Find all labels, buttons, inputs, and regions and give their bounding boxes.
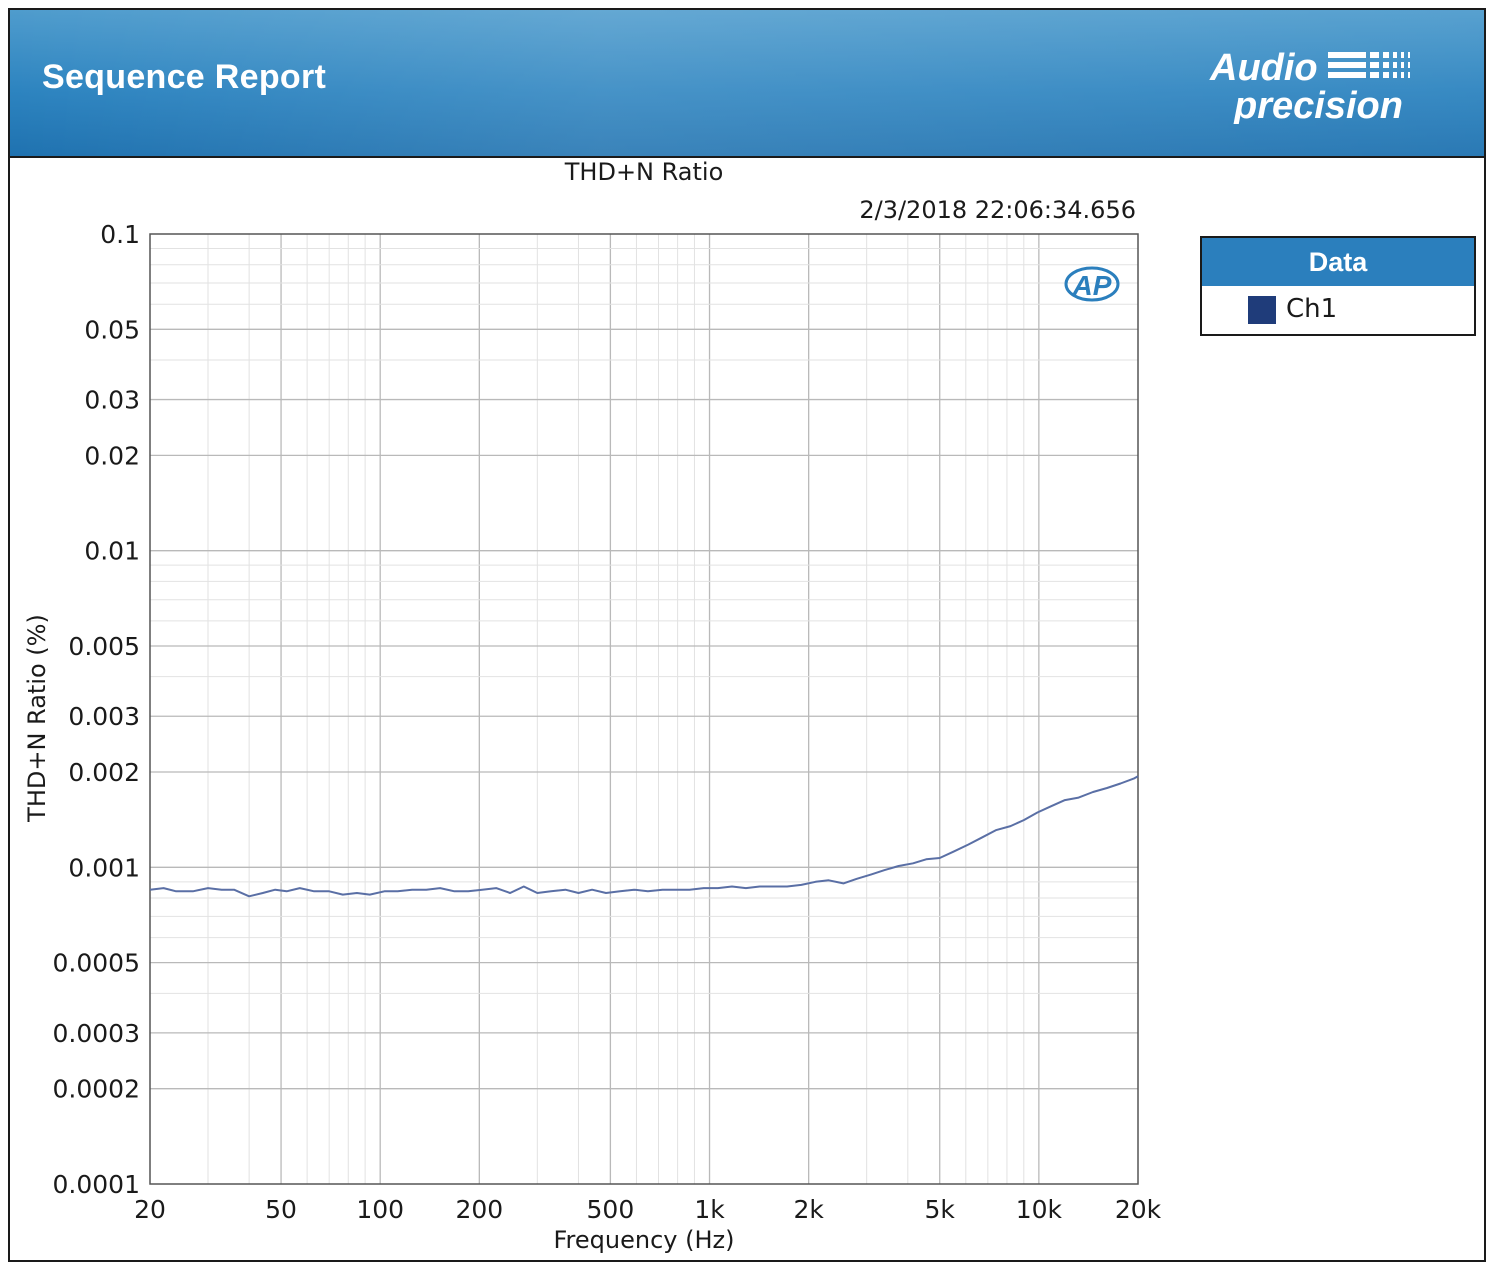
y-tick-label: 0.05 bbox=[84, 315, 140, 344]
series-layer bbox=[149, 775, 1139, 898]
x-tick-label: 1k bbox=[694, 1195, 725, 1224]
header-gradient bbox=[10, 10, 1484, 156]
plot-area-border bbox=[149, 233, 1139, 1185]
audio-precision-logo: Audio precision bbox=[1209, 47, 1410, 124]
x-tick-label: 20k bbox=[1115, 1195, 1162, 1224]
x-tick-label: 500 bbox=[587, 1195, 635, 1224]
chart-title: THD+N Ratio bbox=[564, 158, 724, 186]
x-tick-label: 5k bbox=[925, 1195, 956, 1224]
ap-watermark-text: AP bbox=[1072, 270, 1112, 301]
y-tick-label: 0.0003 bbox=[53, 1019, 140, 1048]
legend-label: Ch1 bbox=[1286, 294, 1338, 324]
chart-timestamp: 2/3/2018 22:06:34.656 bbox=[859, 196, 1136, 224]
legend-item-ch1[interactable]: Ch1 bbox=[1202, 286, 1474, 334]
x-tick-label: 100 bbox=[356, 1195, 404, 1224]
legend: Data Ch1 bbox=[1200, 236, 1476, 336]
legend-title: Data bbox=[1202, 238, 1474, 286]
legend-swatch bbox=[1248, 296, 1276, 324]
chart-grid bbox=[150, 234, 1138, 1184]
y-tick-label: 0.003 bbox=[68, 702, 140, 731]
ap-watermark-icon: AP bbox=[1064, 266, 1120, 302]
report-title: Sequence Report bbox=[42, 58, 327, 96]
y-tick-label: 0.0002 bbox=[53, 1075, 140, 1104]
logo-text-precision: precision bbox=[1233, 85, 1403, 124]
y-tick-label: 0.005 bbox=[68, 632, 140, 661]
x-tick-label: 2k bbox=[793, 1195, 824, 1224]
x-tick-label: 10k bbox=[1016, 1195, 1063, 1224]
thd-n-chart: 20 50 100 200 500 1k 2k 5k 10k 20k 0.1 0.05 0.03 0.0… bbox=[23, 158, 1162, 1254]
x-tick-labels: 20 50 100 200 500 1k 2k 5k 10k 20k bbox=[134, 1195, 1162, 1224]
y-tick-label: 0.03 bbox=[84, 386, 140, 415]
x-tick-label: 50 bbox=[265, 1195, 297, 1224]
series-line-ch1 bbox=[149, 775, 1139, 898]
x-axis-label: Frequency (Hz) bbox=[554, 1226, 735, 1254]
y-axis-label: THD+N Ratio (%) bbox=[23, 614, 51, 823]
header-divider bbox=[10, 156, 1484, 158]
y-tick-labels: 0.1 0.05 0.03 0.02 0.01 0.005 0.003 0.002 0.001 0… bbox=[53, 220, 140, 1199]
y-tick-label: 0.002 bbox=[68, 758, 140, 787]
y-tick-label: 0.0005 bbox=[53, 949, 140, 978]
y-tick-label: 0.1 bbox=[100, 220, 140, 249]
logo-text-audio: Audio bbox=[1209, 47, 1318, 89]
y-tick-label: 0.01 bbox=[84, 537, 140, 566]
x-tick-label: 20 bbox=[134, 1195, 166, 1224]
report-frame: Sequence Report Audio bbox=[8, 8, 1486, 1262]
x-tick-label: 200 bbox=[455, 1195, 503, 1224]
y-tick-label: 0.001 bbox=[68, 853, 140, 882]
y-tick-label: 0.02 bbox=[84, 441, 140, 470]
y-tick-label: 0.0001 bbox=[53, 1170, 140, 1199]
logo-bars-icon bbox=[1328, 52, 1410, 78]
report-header: Sequence Report Audio bbox=[10, 10, 1484, 156]
